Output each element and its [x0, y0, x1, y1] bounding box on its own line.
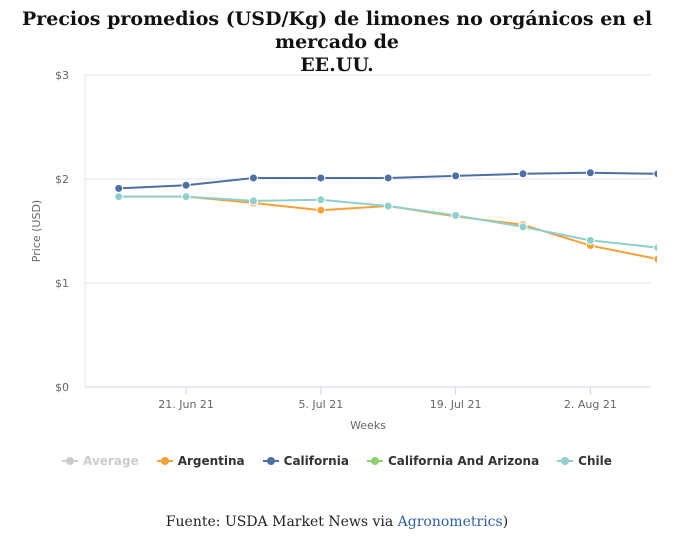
- y-tick-label: $1: [55, 277, 69, 290]
- legend-symbol-icon: [262, 455, 279, 467]
- legend-symbol-icon: [156, 455, 173, 467]
- x-tick-label: 21. Jun 21: [158, 398, 214, 411]
- data-point[interactable]: [451, 210, 461, 220]
- legend-label: Argentina: [177, 454, 245, 468]
- legend-label: California: [283, 454, 349, 468]
- x-tick-label: 19. Jul 21: [430, 398, 482, 411]
- legend-label: Chile: [578, 454, 612, 468]
- data-point[interactable]: [518, 222, 528, 232]
- series-line: [118, 195, 657, 249]
- data-point[interactable]: [181, 192, 191, 202]
- grid-lines: [85, 74, 651, 388]
- data-point[interactable]: [383, 173, 393, 183]
- data-point[interactable]: [451, 171, 461, 181]
- axes: $0 $1 $2 $3 21. Jun 21 5. Jul 21 19. Jul 21 2. …: [55, 69, 617, 411]
- data-point[interactable]: [114, 183, 124, 193]
- data-point[interactable]: [653, 254, 662, 264]
- data-point[interactable]: [383, 201, 393, 211]
- series-group: [114, 168, 674, 273]
- chart-title-line-1: Precios promedios (USD/Kg) de limones no…: [21, 8, 653, 53]
- source-suffix: ): [502, 514, 509, 530]
- data-point[interactable]: [114, 192, 124, 202]
- legend-symbol-icon: [62, 455, 79, 467]
- y-tick-label: $2: [55, 173, 69, 186]
- x-tick-label: 2. Aug 21: [564, 398, 617, 411]
- series-chile[interactable]: [114, 192, 674, 265]
- data-point[interactable]: [248, 173, 258, 183]
- series-argentina[interactable]: [114, 192, 674, 273]
- legend-item-california[interactable]: California: [262, 454, 349, 468]
- data-point[interactable]: [653, 169, 662, 179]
- chart-legend: Average Argentina California California And…: [0, 454, 674, 468]
- source-link[interactable]: Agronometrics: [397, 514, 503, 530]
- x-tick-label: 5. Jul 21: [298, 398, 343, 411]
- legend-item-argentina[interactable]: Argentina: [156, 454, 245, 468]
- data-point[interactable]: [316, 173, 326, 183]
- data-point[interactable]: [316, 205, 326, 215]
- x-axis-title: Weeks: [350, 419, 386, 432]
- legend-label: Average: [83, 454, 139, 468]
- data-point[interactable]: [653, 243, 662, 253]
- source-note: Fuente: USDA Market News via Agronometri…: [0, 514, 674, 530]
- data-point[interactable]: [248, 196, 258, 206]
- y-tick-label: $3: [55, 69, 69, 82]
- series-california[interactable]: [114, 168, 674, 193]
- legend-item-average[interactable]: Average: [62, 454, 139, 468]
- chart-title-line-2: EE.UU.: [300, 54, 374, 76]
- series-line: [118, 171, 657, 190]
- data-point[interactable]: [181, 180, 191, 190]
- data-point[interactable]: [585, 235, 595, 245]
- y-tick-label: $0: [55, 381, 69, 394]
- y-axis-title: Price (USD): [30, 200, 43, 262]
- data-point[interactable]: [585, 168, 595, 178]
- legend-symbol-icon: [366, 455, 383, 467]
- source-prefix: Fuente: USDA Market News via: [165, 514, 398, 530]
- legend-item-chile[interactable]: Chile: [557, 454, 612, 468]
- data-point[interactable]: [316, 195, 326, 205]
- legend-symbol-icon: [557, 455, 574, 467]
- data-point[interactable]: [518, 169, 528, 179]
- chart-title: Precios promedios (USD/Kg) de limones no…: [0, 8, 674, 77]
- legend-item-california-and-arizona[interactable]: California And Arizona: [366, 454, 540, 468]
- legend-label: California And Arizona: [387, 454, 540, 468]
